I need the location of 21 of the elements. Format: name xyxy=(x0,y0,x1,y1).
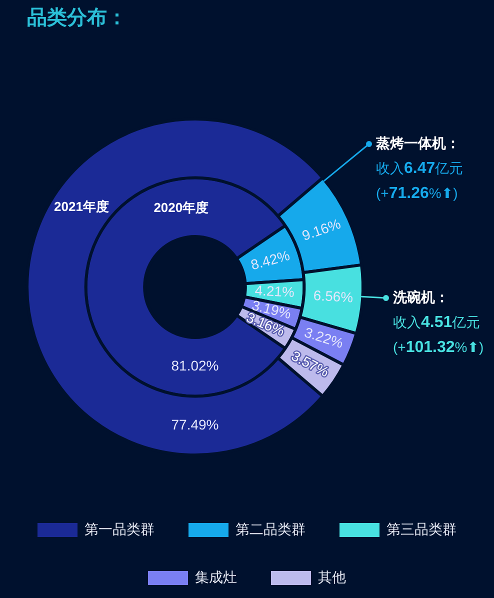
text: (+101.32%⬆) xyxy=(393,338,484,358)
slice-label: 2021年度 xyxy=(54,199,109,214)
text: 蒸烤一体机： xyxy=(376,134,460,153)
text: 洗碗机： xyxy=(393,288,449,307)
text: 收入4.51亿元 xyxy=(393,313,480,333)
data-label: 6.56% xyxy=(312,287,354,306)
data-label: 4.21% xyxy=(254,282,295,300)
chart-title: 品类分布： xyxy=(27,6,127,30)
data-label: 9.16% xyxy=(300,215,343,244)
slice-label: 2020年度 xyxy=(154,200,209,215)
data-label: 81.02% xyxy=(171,358,219,374)
data-label: 8.42% xyxy=(248,246,292,273)
legend-label: 其他 xyxy=(318,568,346,585)
text: 收入6.47亿元 xyxy=(376,159,464,179)
legend-label: 第二品类群 xyxy=(236,520,306,537)
data-label: 77.49% xyxy=(171,416,219,432)
data-label: 3.22% xyxy=(302,324,346,352)
legend-label: 集成灶 xyxy=(195,568,237,585)
text: (+71.26%⬆) xyxy=(376,184,458,204)
legend-label: 第三品类群 xyxy=(386,520,456,537)
legend-label: 第一品类群 xyxy=(84,520,154,537)
